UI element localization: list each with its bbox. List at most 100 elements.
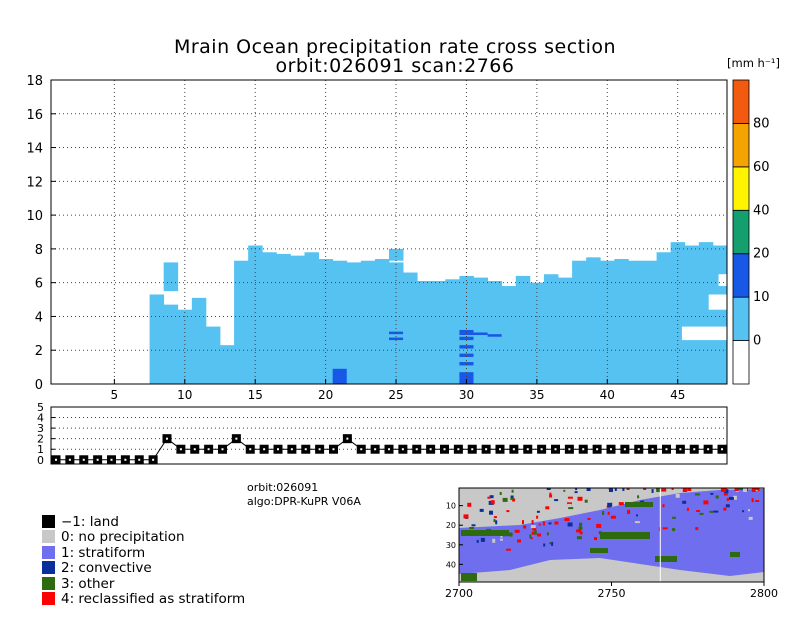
precip-column xyxy=(332,260,348,384)
type-marker-dot xyxy=(651,448,654,451)
precip-column xyxy=(290,255,305,384)
map-y-tick-label: 30 xyxy=(446,541,456,550)
type-marker-dot xyxy=(221,448,224,451)
map-pixel xyxy=(656,488,661,492)
map-pixel xyxy=(678,488,683,492)
map-pixel xyxy=(532,527,537,531)
precip-column xyxy=(149,294,165,384)
map-x-tick-label: 2750 xyxy=(598,587,626,600)
map-pixel xyxy=(563,489,566,492)
type-y-tick-label: 3 xyxy=(37,422,44,435)
other-streak xyxy=(461,530,509,536)
precip-column xyxy=(318,259,334,384)
precip-column xyxy=(670,242,686,384)
map-pixel xyxy=(726,498,729,501)
y-tick-label: 18 xyxy=(26,74,43,89)
other-streak xyxy=(590,548,608,553)
x-tick-label: 20 xyxy=(318,388,333,402)
map-pixel xyxy=(709,510,714,513)
map-pixel xyxy=(634,521,640,524)
type-marker-dot xyxy=(193,448,196,451)
legend-label: 2: convective xyxy=(61,560,152,577)
y-tick-label: 6 xyxy=(35,277,43,292)
precip-column xyxy=(600,260,615,384)
other-streak xyxy=(655,556,677,562)
heavy-precip-cell xyxy=(459,353,474,357)
map-pixel xyxy=(543,543,546,547)
map-pixel xyxy=(715,495,719,499)
map-pixel xyxy=(538,523,541,526)
type-y-tick-label: 5 xyxy=(37,401,44,414)
other-streak xyxy=(625,502,653,507)
type-marker-dot xyxy=(388,448,390,451)
legend-swatch xyxy=(42,592,55,605)
precip-column xyxy=(515,275,531,384)
map-pixel xyxy=(574,491,578,494)
map-pixel xyxy=(609,488,613,492)
colorbar-bin xyxy=(732,296,750,341)
colorbar-tick-label: 80 xyxy=(753,116,770,131)
map-pixel xyxy=(517,539,521,543)
map-pixel xyxy=(469,527,475,529)
type-marker-dot xyxy=(290,448,293,451)
map-pixel xyxy=(530,537,533,540)
map-pixel xyxy=(643,488,647,490)
type-marker-dot xyxy=(346,437,349,440)
legend-item: 3: other xyxy=(42,576,114,592)
type-marker-dot xyxy=(318,448,321,451)
map-pixel xyxy=(596,523,602,528)
type-marker-dot xyxy=(235,437,238,440)
algo-info: algo:DPR-KuPR V06A xyxy=(247,495,361,508)
precip-column xyxy=(276,253,291,384)
map-pixel xyxy=(549,542,552,545)
map-pixel xyxy=(514,529,520,533)
other-streak xyxy=(461,573,477,581)
map-pixel xyxy=(742,510,745,513)
map-pixel xyxy=(567,522,573,527)
map-pixel xyxy=(675,493,680,498)
y-tick-label: 16 xyxy=(26,108,43,123)
type-marker-dot xyxy=(623,448,626,451)
precip-column xyxy=(248,245,263,384)
map-pixel xyxy=(502,497,508,502)
map-pixel xyxy=(748,516,753,520)
y-tick-label: 12 xyxy=(26,175,43,190)
precip-gap xyxy=(681,326,727,341)
x-tick-label: 5 xyxy=(111,388,119,402)
map-pixel xyxy=(576,536,582,540)
x-tick-label: 30 xyxy=(459,388,474,402)
map-pixel xyxy=(725,488,728,490)
map-pixel xyxy=(545,506,550,510)
map-pixel xyxy=(480,537,485,542)
map-pixel xyxy=(713,510,719,513)
map-pixel xyxy=(626,488,630,490)
y-tick-label: 0 xyxy=(35,378,43,393)
other-streak xyxy=(730,552,740,557)
precip-column xyxy=(543,274,559,384)
precip-column xyxy=(163,304,179,384)
precip-column xyxy=(234,260,249,384)
type-marker-dot xyxy=(443,448,446,451)
precip-column xyxy=(586,257,601,384)
precip-column-top xyxy=(389,248,404,261)
colorbar-tick-label: 0 xyxy=(753,334,761,349)
map-pixel xyxy=(637,495,640,499)
map-pixel xyxy=(672,528,676,532)
type-y-tick-label: 1 xyxy=(37,443,44,456)
precip-column xyxy=(712,245,728,384)
precip-column xyxy=(445,279,460,384)
type-marker-dot xyxy=(693,448,696,451)
x-tick-label: 25 xyxy=(388,388,403,402)
map-pixel xyxy=(661,488,667,492)
type-marker-dot xyxy=(152,458,155,461)
type-marker-dot xyxy=(471,448,474,451)
map-pixel xyxy=(546,488,551,490)
map-pixel xyxy=(699,512,704,515)
map-pixel xyxy=(529,534,532,539)
map-pixel xyxy=(522,520,524,525)
x-tick-label: 40 xyxy=(600,388,615,402)
map-y-tick-label: 40 xyxy=(446,560,456,569)
map-pixel xyxy=(720,488,726,492)
map-pixel xyxy=(548,522,552,525)
